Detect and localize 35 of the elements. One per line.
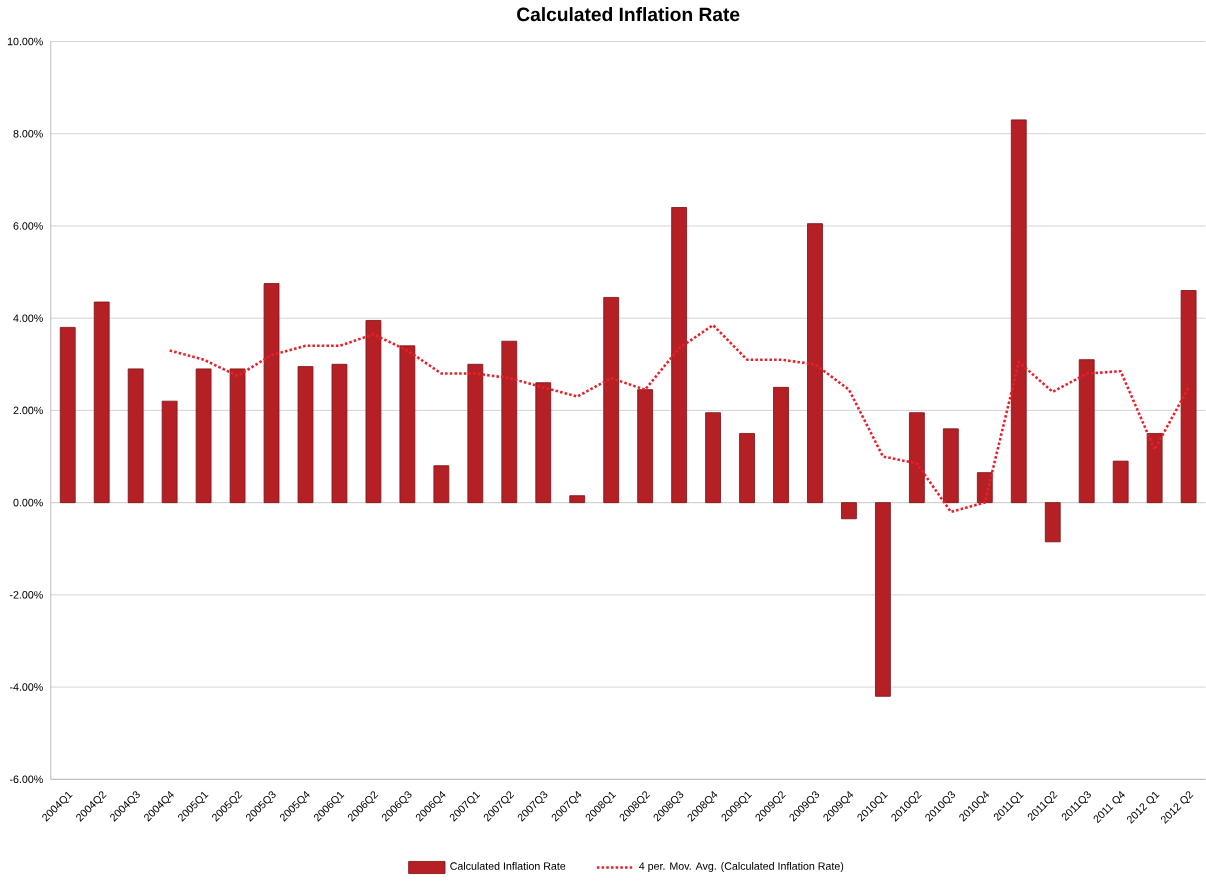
bar <box>93 301 110 504</box>
bar <box>501 341 518 504</box>
chart-title: Calculated Inflation Rate <box>517 7 740 22</box>
bar <box>1044 502 1061 543</box>
bar <box>399 345 416 504</box>
bar <box>161 401 178 504</box>
bar <box>705 412 721 504</box>
bar <box>297 366 314 504</box>
bar <box>535 382 552 504</box>
bar <box>1180 290 1197 504</box>
bar <box>1078 359 1095 504</box>
bar <box>365 320 382 504</box>
bar <box>569 495 586 504</box>
bar <box>467 364 484 504</box>
bar <box>1146 433 1163 504</box>
bar <box>433 465 450 504</box>
bar <box>671 207 688 504</box>
bar <box>976 472 993 504</box>
bar <box>773 387 789 504</box>
bar <box>229 368 246 504</box>
bar <box>807 223 823 504</box>
bar <box>603 297 620 504</box>
bar <box>331 364 348 504</box>
bar <box>195 368 212 504</box>
bar <box>908 412 925 504</box>
bar <box>637 389 654 504</box>
bar <box>1112 460 1129 504</box>
bar <box>1010 119 1027 504</box>
bar <box>263 283 280 504</box>
bar <box>841 502 857 520</box>
bar <box>739 433 755 504</box>
bar <box>875 502 891 697</box>
bar <box>127 368 144 504</box>
bar <box>59 327 76 504</box>
bar <box>942 428 959 504</box>
